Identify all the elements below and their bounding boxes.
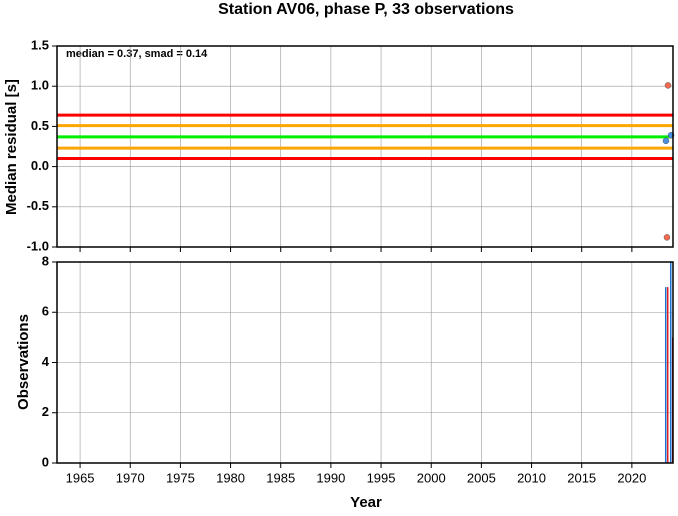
point: [664, 82, 672, 89]
point: [662, 137, 670, 145]
x-tick-label: 2020: [617, 470, 646, 485]
x-tick-label: 1975: [166, 470, 195, 485]
bar: [664, 287, 667, 463]
y-tick-label: 0: [42, 454, 49, 469]
x-tick-label: 1980: [216, 470, 245, 485]
x-tick-label: 2015: [567, 470, 596, 485]
x-tick-label: 2005: [467, 470, 496, 485]
y-axis-label: Observations: [15, 314, 32, 410]
chart-title: Station AV06, phase P, 33 observations: [218, 1, 514, 18]
x-tick-label: 1995: [367, 470, 396, 485]
y-tick-label: -1.0: [27, 238, 49, 253]
x-tick-label: 1970: [116, 470, 145, 485]
bar: [666, 287, 669, 463]
y-tick-label: -0.5: [27, 198, 49, 213]
y-tick-label: 1.0: [31, 78, 49, 93]
point: [663, 234, 671, 241]
annotation: median = 0.37, smad = 0.14: [66, 48, 208, 60]
x-tick-label: 2010: [517, 470, 546, 485]
y-axis-label: Median residual [s]: [3, 79, 20, 215]
x-tick-label: 1990: [316, 470, 345, 485]
plot-frame: [56, 45, 674, 248]
bar: [669, 262, 672, 463]
y-tick-label: 1.5: [31, 37, 49, 52]
y-tick-label: 2: [42, 404, 49, 419]
x-axis-label: Year: [350, 494, 382, 511]
y-tick-label: 8: [42, 253, 49, 268]
y-tick-label: 0.0: [31, 158, 49, 173]
x-tick-label: 1965: [66, 470, 95, 485]
y-tick-label: 4: [42, 354, 50, 369]
x-tick-label: 1985: [266, 470, 295, 485]
y-tick-label: 0.5: [31, 118, 49, 133]
plot-frame: [56, 261, 674, 464]
y-tick-label: 6: [42, 304, 49, 319]
x-tick-label: 2000: [417, 470, 446, 485]
